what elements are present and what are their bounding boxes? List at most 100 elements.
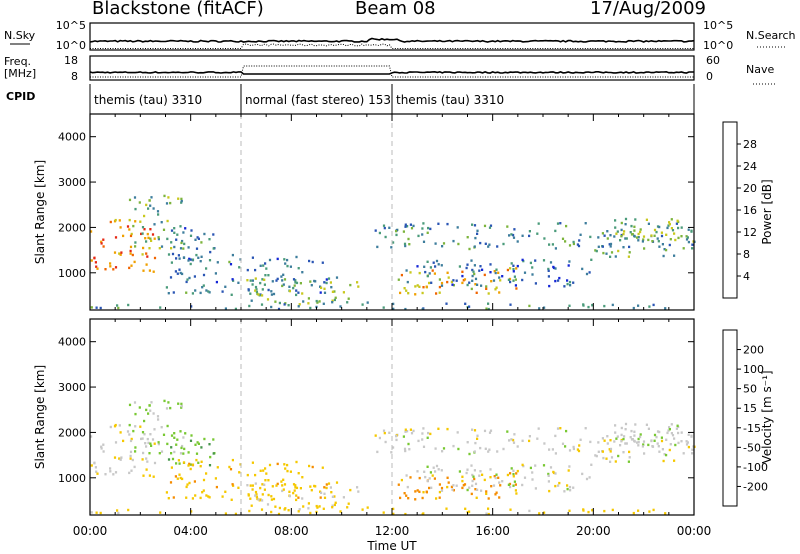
echo-cell — [249, 484, 252, 487]
echo-cell — [224, 490, 227, 493]
echo-cell — [510, 467, 513, 470]
echo-cell — [452, 444, 455, 448]
echo-cell — [323, 486, 326, 489]
echo-cell — [409, 476, 412, 479]
echo-cell — [141, 253, 144, 256]
echo-cell — [286, 258, 289, 262]
echo-cell — [321, 466, 324, 469]
echo-cell — [283, 258, 286, 261]
echo-cell — [680, 235, 683, 238]
echo-cell — [114, 423, 117, 427]
echo-cell — [388, 431, 391, 434]
echo-cell — [620, 235, 623, 238]
velocity-echo-cells — [90, 319, 696, 516]
echo-cell — [633, 439, 636, 443]
echo-cell — [567, 264, 570, 267]
echo-cell — [597, 441, 600, 444]
echo-cell — [295, 289, 298, 292]
echo-cell — [653, 228, 657, 232]
echo-cell — [188, 481, 191, 485]
echo-cell — [421, 307, 424, 311]
echo-cell — [549, 261, 553, 264]
freq-panel: Freq. [MHz] 18 8 60 0 Nave — [4, 54, 775, 85]
echo-cell — [529, 261, 532, 265]
echo-cell — [471, 223, 474, 226]
echo-cell — [215, 485, 218, 489]
echo-cell — [187, 246, 190, 249]
echo-cell — [174, 270, 177, 273]
echo-cell — [190, 434, 193, 437]
echo-cell — [288, 494, 291, 498]
echo-cell — [150, 196, 153, 199]
echo-cell — [657, 240, 660, 243]
echo-cell — [112, 268, 115, 271]
echo-cell — [182, 436, 185, 439]
echo-cell — [423, 265, 426, 268]
echo-cell — [100, 240, 103, 243]
echo-cell — [173, 245, 176, 249]
echo-cell — [134, 450, 137, 453]
echo-cell — [189, 439, 193, 442]
echo-cell — [478, 474, 481, 477]
echo-cell — [483, 224, 487, 228]
echo-cell — [120, 456, 123, 459]
echo-cell — [157, 442, 160, 446]
echo-cell — [675, 427, 678, 430]
echo-cell — [610, 251, 614, 254]
echo-cell — [315, 299, 318, 303]
echo-cell — [309, 280, 312, 283]
echo-cell — [184, 227, 187, 230]
echo-cell — [292, 278, 296, 281]
echo-cell — [231, 253, 234, 257]
echo-cell — [249, 497, 252, 500]
echo-cell — [428, 486, 431, 490]
echo-cell — [461, 274, 464, 278]
echo-cell — [641, 445, 644, 448]
echo-cell — [134, 425, 137, 428]
echo-cell — [512, 236, 516, 239]
echo-cell — [276, 462, 279, 466]
echo-cell — [404, 223, 407, 226]
echo-cell — [149, 409, 152, 412]
echo-cell — [483, 478, 486, 482]
echo-cell — [378, 231, 381, 235]
echo-cell — [582, 508, 585, 511]
echo-cell — [473, 272, 476, 276]
echo-cell — [199, 260, 202, 263]
echo-cell — [636, 441, 639, 444]
echo-cell — [248, 304, 251, 308]
echo-cell — [195, 452, 199, 455]
echo-cell — [257, 293, 260, 296]
echo-cell — [650, 234, 653, 237]
echo-cell — [189, 234, 193, 237]
echo-cell — [551, 243, 554, 246]
echo-cell — [687, 433, 690, 436]
echo-cell — [160, 221, 163, 224]
echo-cell — [512, 475, 515, 478]
echo-cell — [492, 279, 496, 282]
echo-cell — [187, 464, 190, 467]
echo-cell — [470, 464, 473, 467]
freq-trace — [89, 70, 694, 75]
echo-cell — [629, 231, 632, 234]
echo-cell — [331, 299, 334, 302]
echo-cell — [512, 469, 515, 472]
echo-cell — [409, 223, 412, 226]
echo-cell — [212, 452, 215, 455]
echo-cell — [96, 267, 99, 270]
echo-cell — [493, 475, 496, 478]
echo-cell — [647, 238, 650, 242]
echo-cell — [531, 273, 534, 276]
echo-cell — [602, 456, 605, 460]
echo-cell — [585, 477, 589, 481]
echo-cell — [251, 461, 254, 464]
echo-cell — [127, 508, 130, 512]
echo-cell — [180, 241, 183, 245]
echo-cell — [487, 507, 490, 510]
echo-cell — [298, 303, 301, 306]
echo-cell — [617, 249, 620, 253]
echo-cell — [323, 287, 326, 290]
echo-cell — [195, 458, 198, 462]
echo-cell — [458, 470, 461, 473]
echo-cell — [254, 268, 257, 272]
